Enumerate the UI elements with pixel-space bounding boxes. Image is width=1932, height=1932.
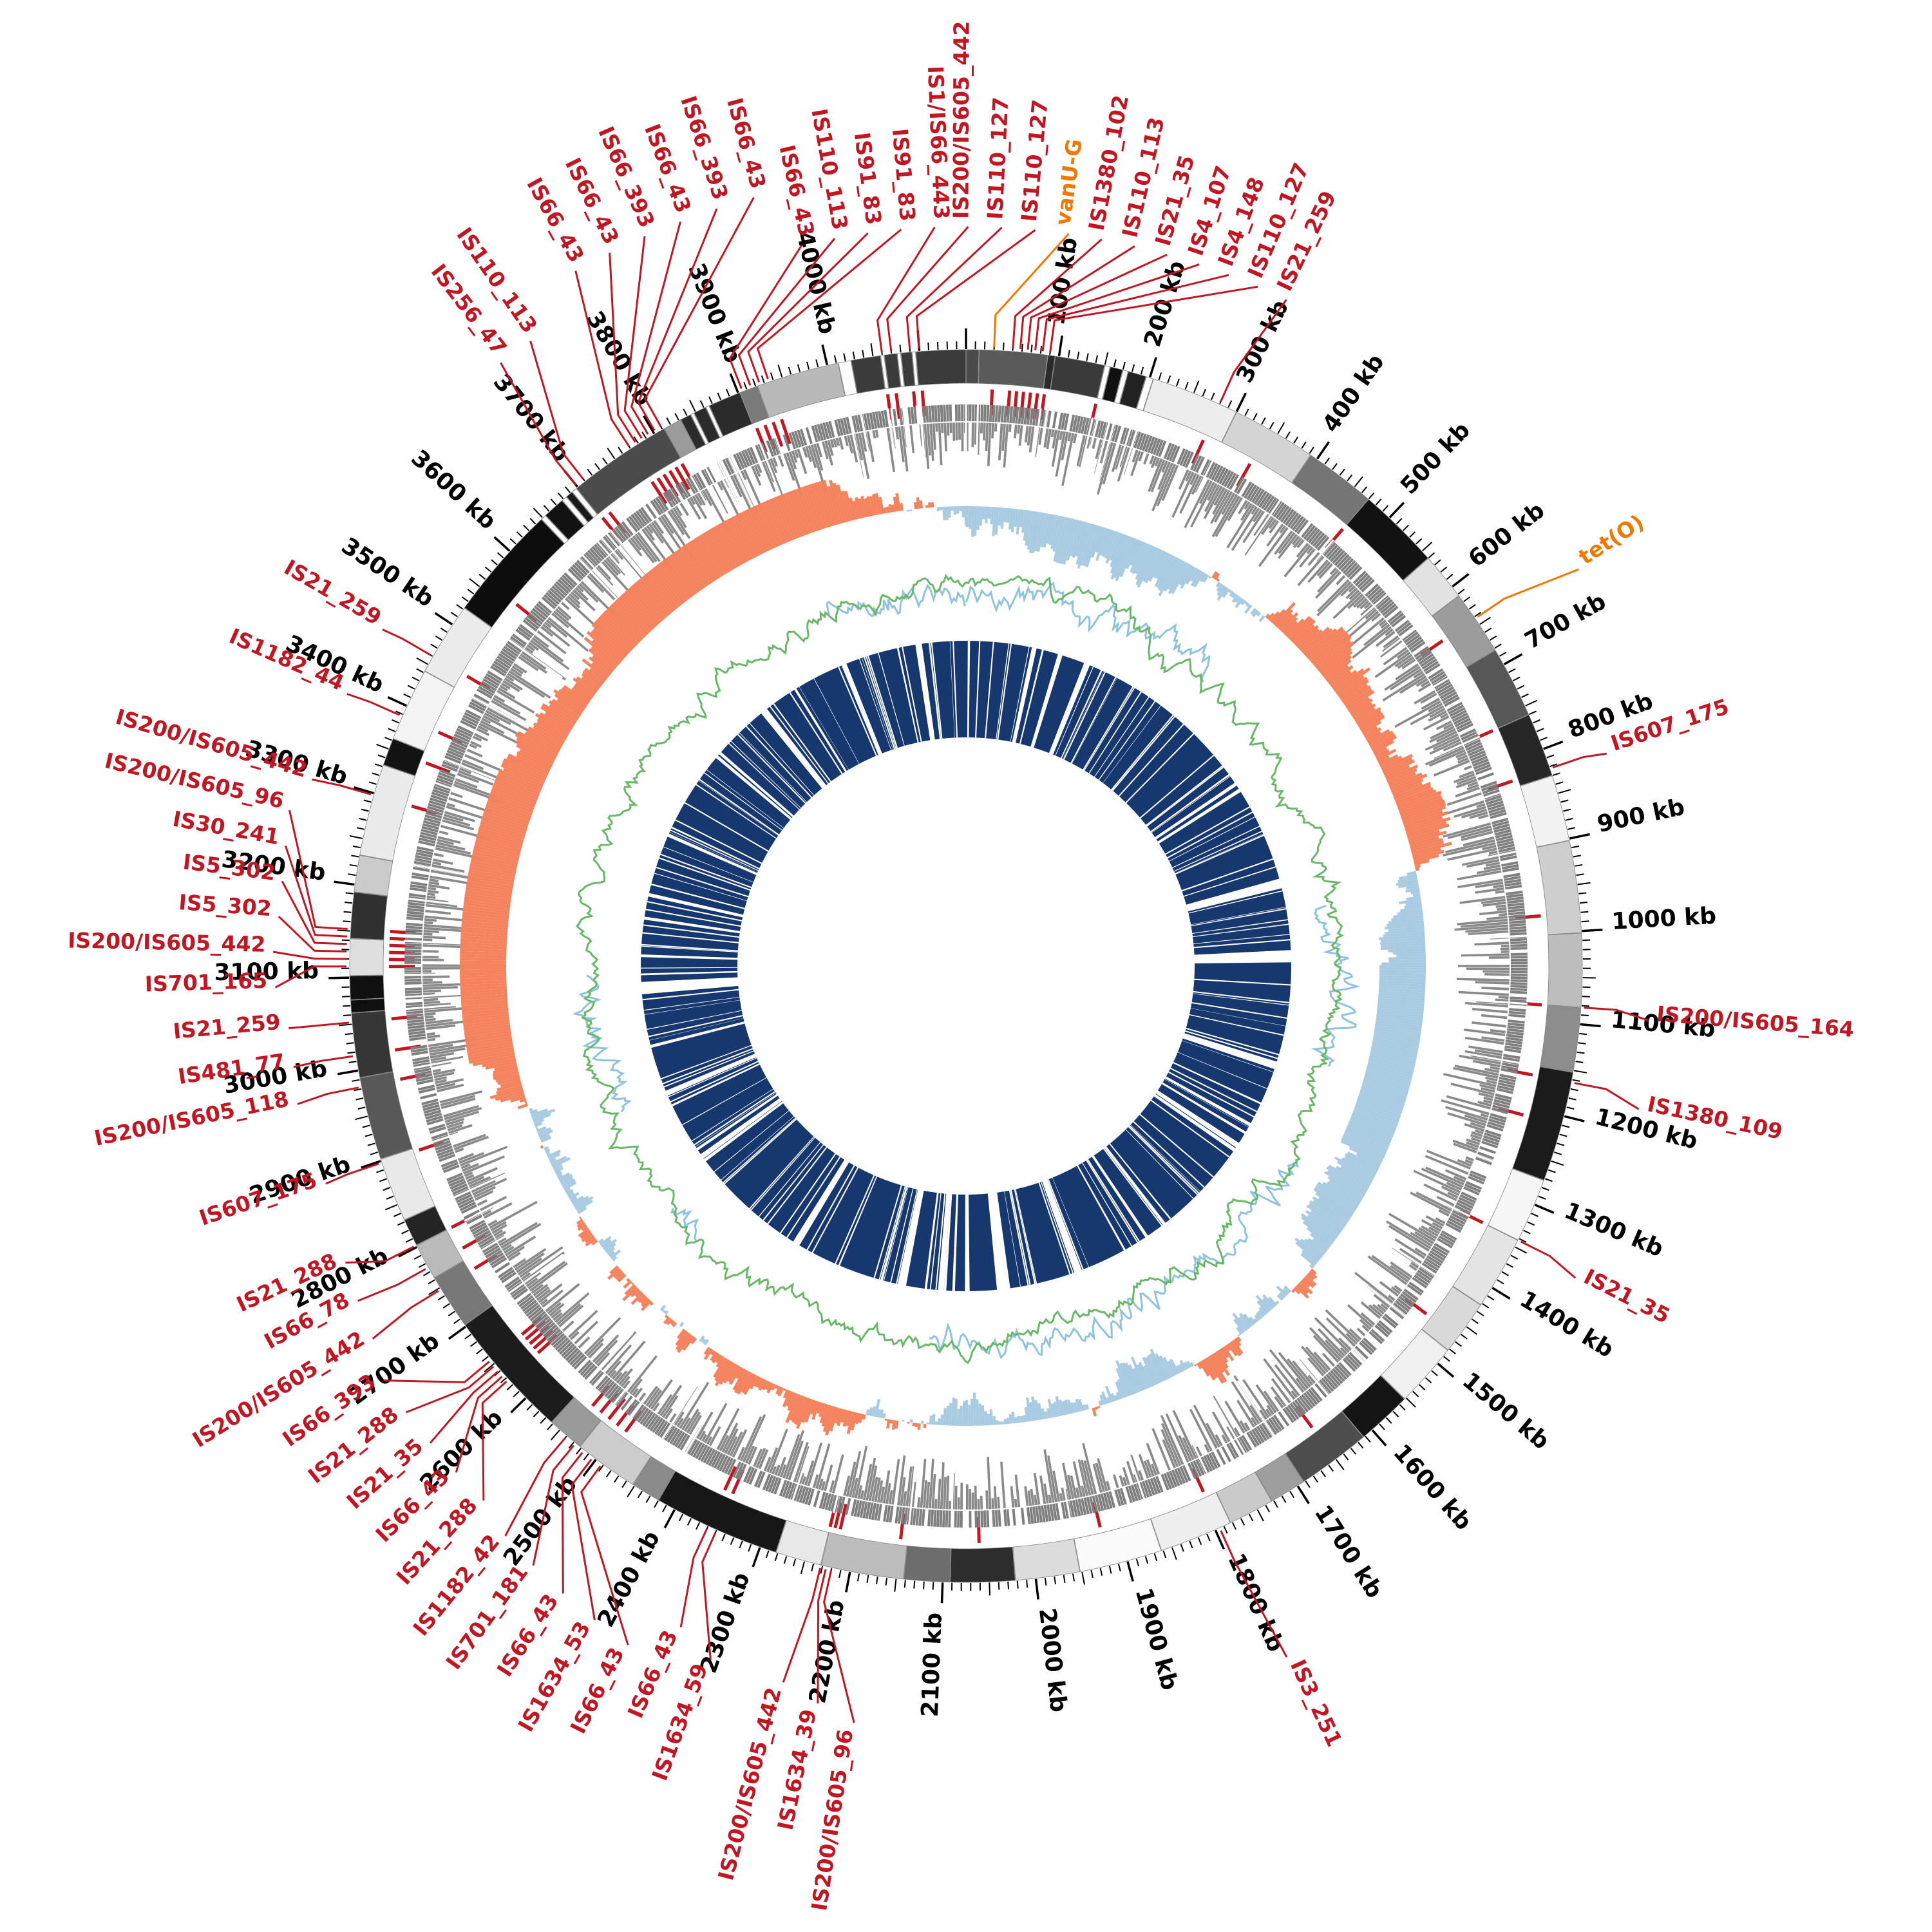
annotation-label: IS30_241: [171, 806, 281, 849]
scale-label: 3800 kb: [581, 307, 657, 410]
scale-label: 300 kb: [1231, 296, 1294, 386]
annotation-label: vanU-G: [1050, 137, 1086, 227]
annotation-label: IS91_83: [849, 131, 887, 226]
annotation-label: IS91_83: [887, 128, 920, 222]
is-element-ticks: [388, 389, 1542, 1543]
scale-label: 2000 kb: [1034, 1607, 1072, 1714]
scale-label: 1300 kb: [1560, 1198, 1667, 1263]
annotation-label: IS607_175: [196, 1168, 320, 1231]
annotation-label: IS110_127: [982, 97, 1013, 220]
scale-label: 500 kb: [1396, 417, 1475, 500]
annotation-label: IS200/IS605_118: [92, 1086, 291, 1151]
scale-label: 1500 kb: [1457, 1367, 1555, 1455]
scale-label: 900 kb: [1595, 794, 1687, 838]
annotation-label: IS21_35: [1580, 1264, 1674, 1329]
scale-label: 600 kb: [1464, 497, 1550, 573]
scale-label: 100 kb: [1043, 236, 1083, 327]
cds-density-ring: [403, 403, 1528, 1529]
gc-content-ring: [572, 573, 1361, 1365]
scale-label: 2500 kb: [498, 1472, 582, 1571]
annotation-label: IS5_302: [178, 889, 272, 921]
scale-label: 2100 kb: [917, 1612, 947, 1718]
annotation-label: IS200/IS605_442: [713, 1685, 786, 1882]
annotation-label: tet(O): [1574, 509, 1648, 570]
annotation-label: IS66_43: [774, 142, 819, 238]
gc-skew-ring: [459, 480, 1452, 1435]
scale-label: 1700 kb: [1309, 1501, 1388, 1603]
annotation-label: IS200/IS605_442: [68, 927, 266, 956]
scale-label: 1000 kb: [1611, 903, 1718, 935]
contig-ring: [349, 349, 1583, 1583]
scale-label: 1800 kb: [1222, 1549, 1289, 1656]
annotation-label: IS1634_39: [772, 1707, 821, 1832]
coverage-ring: [639, 639, 1293, 1293]
scale-label: 3600 kb: [406, 445, 501, 535]
scale-label: 2400 kb: [592, 1527, 665, 1632]
annotation-label: IS200/IS605_442: [949, 21, 974, 219]
annotation-label: IS701_165: [144, 968, 267, 997]
scale-label: 700 kb: [1520, 588, 1611, 654]
scale-label: 400 kb: [1318, 350, 1390, 437]
scale-label: 200 kb: [1139, 258, 1191, 350]
annotation-label: IS200/IS605_96: [806, 1728, 858, 1913]
annotation-label: IS21_259: [172, 1009, 281, 1044]
annotation-label: IS66_43: [722, 95, 771, 192]
scale-label: 1600 kb: [1388, 1439, 1477, 1535]
annotation-label: IS3_251: [1285, 1656, 1347, 1750]
annotation-label: IS110_127: [1016, 99, 1053, 223]
scale-label: 3100 kb: [214, 958, 319, 986]
scale-label: 1900 kb: [1130, 1586, 1183, 1694]
